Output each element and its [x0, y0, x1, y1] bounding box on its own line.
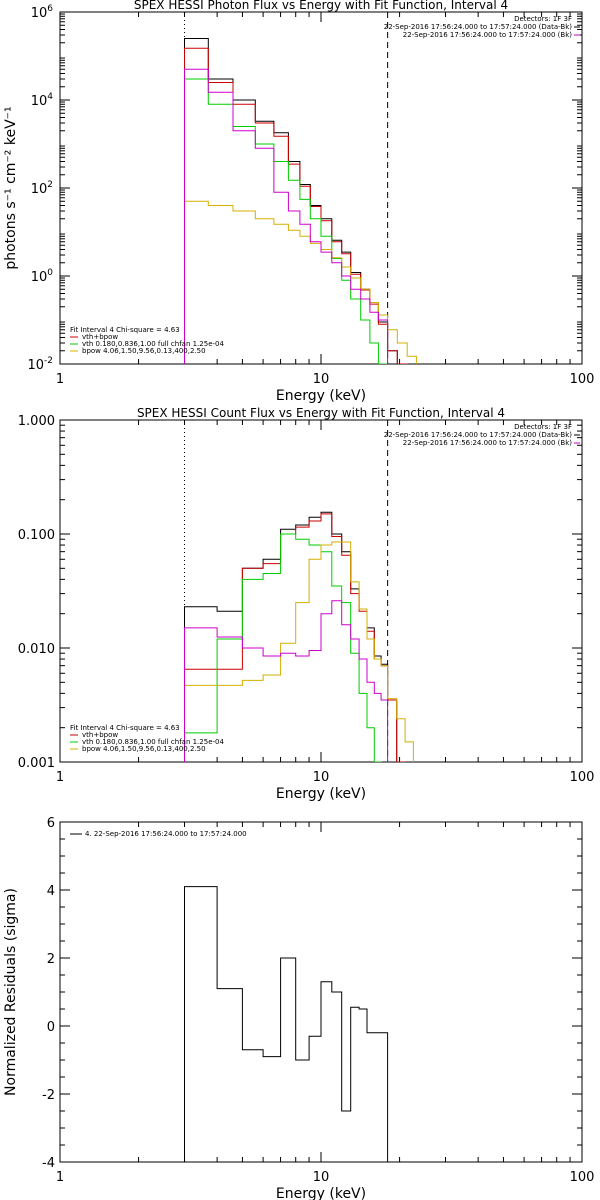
series-group	[184, 886, 389, 1162]
residuals-panel: 1 10 100 Energy (keV) -4 -2 0 2 4 6 Normalized Res…	[3, 816, 594, 1200]
y-tick-label: -2	[42, 1088, 55, 1103]
data-total-line	[184, 886, 389, 1162]
detector-info-line: 22-Sep-2016 17:56:24.000 to 17:57:24.000…	[403, 439, 573, 447]
y-tick-base: 10	[31, 94, 48, 109]
x-tick-label: 100	[570, 372, 595, 387]
data-total-line	[184, 38, 408, 364]
y-tick-label: 2	[47, 952, 55, 967]
legend-entry: vth 0.180,0.836,1.00 full chfan 1.25e-04	[82, 340, 224, 348]
count-flux-panel: SPEX HESSI Count Flux vs Energy with Fit…	[18, 406, 595, 802]
y-tick-label: 102	[31, 180, 53, 197]
y-tick-base: 10	[31, 6, 48, 21]
x-tick-label: 10	[313, 1170, 330, 1185]
y-axis-label: photons s⁻¹ cm⁻² keV⁻¹	[3, 106, 19, 269]
detector-info-line: 22-Sep-2016 17:56:24.000 to 17:57:24.000…	[403, 31, 573, 39]
x-axis-label: Energy (keV)	[276, 786, 366, 802]
y-tick-base: 10	[31, 270, 48, 285]
y-tick-label: 6	[47, 816, 55, 831]
photon-flux-panel: SPEX HESSI Photon Flux vs Energy with Fi…	[3, 0, 594, 404]
x-tick-label: 10	[313, 770, 330, 785]
y-tick-exponent: 0	[47, 268, 53, 278]
detector-info-line: 22-Sep-2016 17:56:24.000 to 17:57:24.000…	[384, 431, 573, 439]
y-tick-exponent: 4	[47, 92, 53, 102]
series-group	[184, 511, 414, 762]
x-tick-label: 100	[570, 770, 595, 785]
x-tick-label: 10	[313, 372, 330, 387]
y-tick-exponent: 6	[47, 4, 53, 14]
detector-info-line: 22-Sep-2016 17:56:24.000 to 17:57:24.000…	[384, 23, 573, 31]
y-tick-exponent: 2	[47, 180, 53, 190]
background-line	[184, 600, 389, 762]
y-tick-label: 10-2	[27, 356, 53, 373]
chart-title: SPEX HESSI Count Flux vs Energy with Fit…	[137, 406, 505, 420]
x-axis-label: Energy (keV)	[276, 1186, 366, 1200]
fit-total-line	[184, 47, 408, 364]
y-tick-exponent: -2	[44, 356, 53, 366]
y-tick-base: 10	[31, 182, 48, 197]
plot-frame	[59, 419, 583, 763]
y-tick-label: 4	[47, 884, 55, 899]
legend-entry: Fit Interval 4 Chi-square = 4.63	[70, 326, 180, 334]
chart-title: SPEX HESSI Photon Flux vs Energy with Fi…	[134, 0, 508, 12]
vth-component-line	[184, 78, 389, 364]
series-group	[184, 38, 417, 364]
y-tick-label: 100	[31, 268, 54, 285]
x-tick-label: 100	[570, 1170, 595, 1185]
x-tick-label: 1	[56, 372, 64, 387]
y-axis-label: Normalized Residuals (sigma)	[3, 888, 19, 1096]
y-tick-label: -4	[42, 1156, 55, 1171]
detector-info-line: Detectors: 1F 3F	[514, 15, 572, 23]
legend-entry: vth+bpow	[82, 731, 118, 739]
legend-entry: 4. 22-Sep-2016 17:56:24.000 to 17:57:24.…	[85, 830, 247, 838]
y-tick-label: 0.010	[18, 642, 55, 657]
bpow-component-line	[184, 541, 414, 762]
y-tick-label: 0.001	[18, 756, 55, 771]
legend-entry: vth+bpow	[82, 333, 118, 341]
legend-entry: bpow 4.06,1.50,9.56,0.13,400,2.50	[82, 745, 206, 753]
y-tick-label: 0	[47, 1020, 55, 1035]
legend-entry: bpow 4.06,1.50,9.56,0.13,400,2.50	[82, 347, 206, 355]
detector-info-line: Detectors: 1F 3F	[514, 423, 572, 431]
legend-entry: vth 0.180,0.836,1.00 full chfan 1.25e-04	[82, 738, 224, 746]
y-tick-label: 104	[31, 92, 54, 109]
y-tick-label: 106	[31, 4, 54, 21]
y-tick-label: 0.100	[18, 528, 55, 543]
plot-frame	[59, 11, 583, 365]
background-line	[184, 68, 389, 364]
legend-entry: Fit Interval 4 Chi-square = 4.63	[70, 724, 180, 732]
vth-component-line	[184, 533, 382, 762]
y-tick-label: 1.000	[18, 414, 55, 429]
x-tick-label: 1	[56, 770, 64, 785]
y-tick-base: 10	[27, 358, 44, 373]
x-tick-label: 1	[56, 1170, 64, 1185]
x-axis-label: Energy (keV)	[276, 388, 366, 404]
